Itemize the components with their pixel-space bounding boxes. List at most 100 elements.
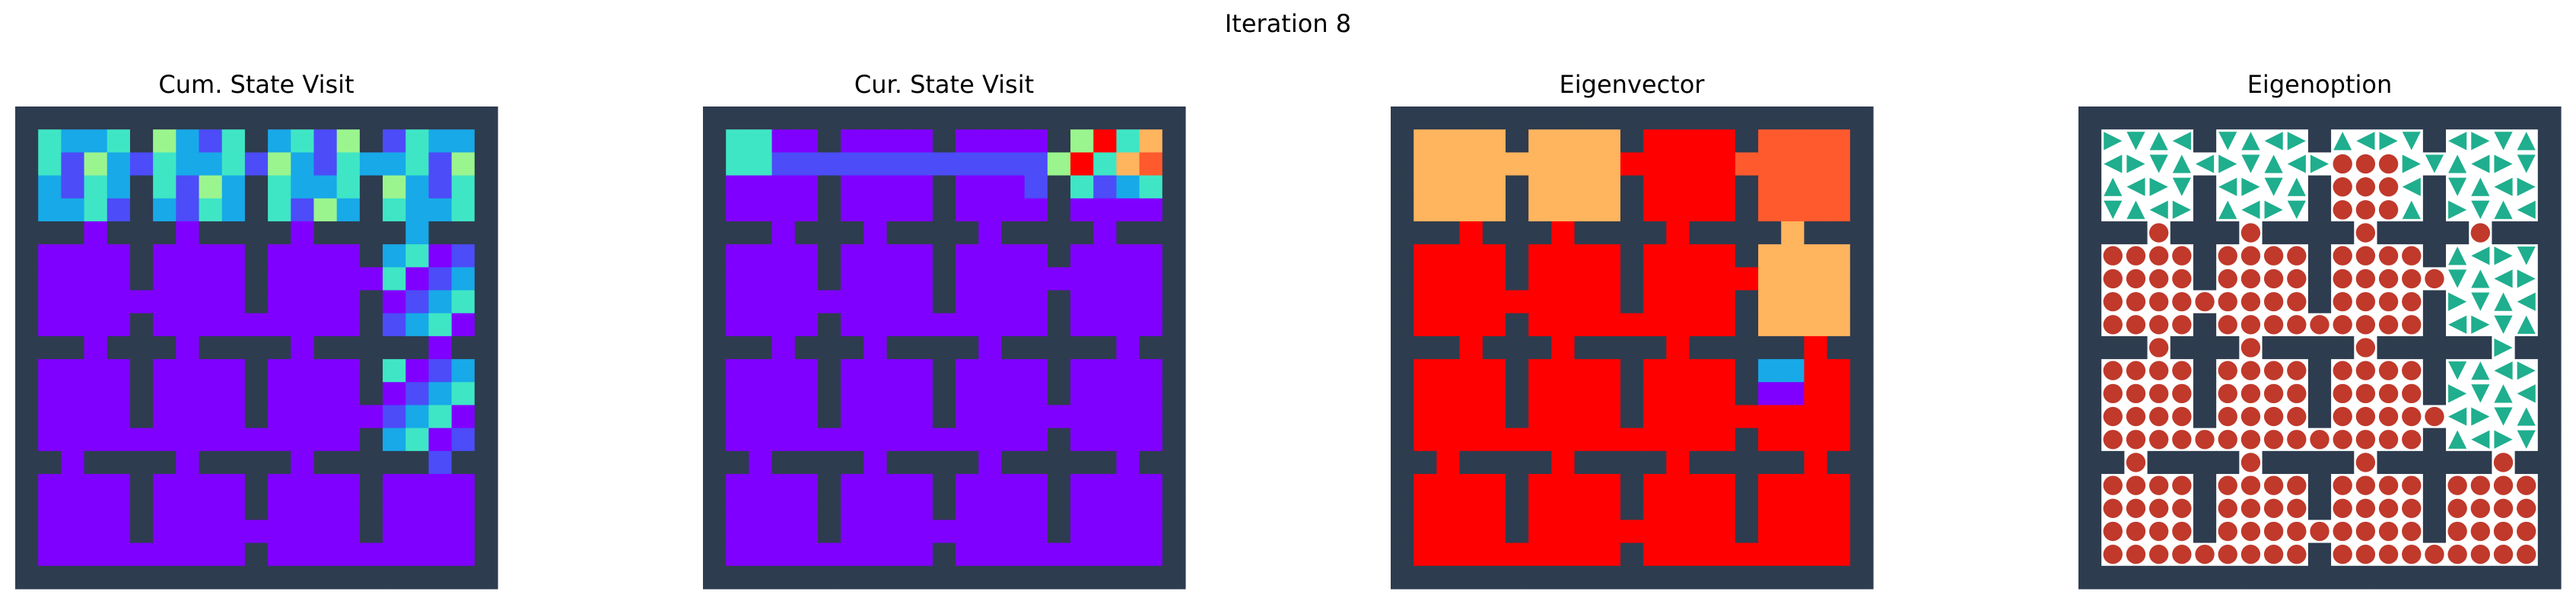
cum-visit-cell bbox=[313, 198, 338, 222]
eigenvector-cell bbox=[1574, 428, 1598, 452]
cur-visit-cell bbox=[1001, 497, 1026, 521]
cum-visit-cell bbox=[38, 497, 62, 521]
cur-visit-cell bbox=[794, 244, 819, 268]
wall-cell bbox=[244, 474, 269, 498]
terminal-dot-icon bbox=[2218, 291, 2237, 312]
eigenvector-cell bbox=[1666, 244, 1690, 268]
cur-visit-cell bbox=[1001, 520, 1026, 544]
cur-visit-cell bbox=[863, 359, 888, 383]
heatmap-cum-state-visit bbox=[15, 106, 498, 590]
wall-cell bbox=[2307, 106, 2332, 130]
cur-visit-cell bbox=[771, 428, 796, 452]
policy-arrow-icon bbox=[2172, 177, 2191, 196]
wall-cell bbox=[1047, 497, 1071, 521]
terminal-dot-icon bbox=[2470, 521, 2491, 542]
wall-cell bbox=[474, 359, 498, 383]
cum-visit-cell bbox=[107, 152, 131, 176]
eigenvector-cell bbox=[1781, 405, 1805, 429]
policy-arrow-icon bbox=[2448, 154, 2467, 173]
wall-cell bbox=[359, 335, 383, 360]
wall-cell bbox=[1620, 497, 1644, 521]
cur-visit-cell bbox=[863, 267, 888, 291]
cur-visit-cell bbox=[1093, 152, 1118, 176]
eigenvector-cell bbox=[1414, 290, 1437, 314]
cur-visit-cell bbox=[886, 198, 911, 222]
wall-cell bbox=[1391, 428, 1414, 452]
cum-visit-cell bbox=[84, 290, 108, 314]
cur-visit-cell bbox=[1139, 152, 1163, 176]
eigenvector-cell bbox=[1414, 520, 1437, 544]
cum-visit-cell bbox=[428, 359, 453, 383]
eigenvector-cell bbox=[1781, 152, 1805, 176]
cum-visit-cell bbox=[199, 244, 223, 268]
wall-cell bbox=[703, 244, 727, 268]
terminal-dot-icon bbox=[2378, 430, 2399, 450]
wall-cell bbox=[1024, 450, 1048, 475]
terminal-dot-icon bbox=[2148, 430, 2169, 450]
wall-cell bbox=[474, 428, 498, 452]
cur-visit-cell bbox=[771, 175, 796, 199]
wall-cell bbox=[932, 267, 956, 291]
wall-cell bbox=[1505, 335, 1529, 360]
wall-cell bbox=[2422, 359, 2447, 383]
wall-cell bbox=[291, 565, 315, 590]
wall-cell bbox=[451, 565, 475, 590]
terminal-dot-icon bbox=[2493, 453, 2514, 472]
policy-arrow-icon bbox=[2104, 200, 2123, 219]
eigenvector-cell bbox=[1712, 129, 1736, 153]
cur-visit-cell bbox=[932, 152, 956, 176]
wall-cell bbox=[1139, 335, 1163, 360]
cur-visit-cell bbox=[771, 405, 796, 429]
cum-visit-cell bbox=[199, 474, 223, 498]
cur-visit-cell bbox=[1001, 313, 1026, 337]
wall-cell bbox=[1162, 175, 1186, 199]
cum-visit-cell bbox=[313, 382, 338, 406]
wall-cell bbox=[2377, 565, 2401, 590]
policy-arrow-icon bbox=[2448, 430, 2467, 449]
terminal-dot-icon bbox=[2493, 545, 2514, 564]
wall-cell bbox=[2469, 450, 2493, 475]
wall-cell bbox=[359, 497, 383, 521]
cum-visit-cell bbox=[428, 290, 453, 314]
wall-cell bbox=[2193, 474, 2217, 498]
cur-visit-cell bbox=[817, 290, 841, 314]
cum-visit-cell bbox=[107, 520, 131, 544]
wall-cell bbox=[15, 152, 39, 176]
wall-cell bbox=[1735, 450, 1759, 475]
cur-visit-cell bbox=[771, 152, 796, 176]
policy-arrow-icon bbox=[2494, 338, 2513, 358]
cur-visit-cell bbox=[1001, 359, 1026, 383]
cur-visit-cell bbox=[1070, 542, 1094, 567]
cum-visit-cell bbox=[383, 313, 406, 337]
wall-cell bbox=[863, 565, 888, 590]
wall-cell bbox=[1849, 106, 1874, 130]
eigenvector-cell bbox=[1689, 382, 1713, 406]
policy-arrow-icon bbox=[2494, 246, 2513, 265]
terminal-dot-icon bbox=[2355, 223, 2376, 243]
wall-cell bbox=[932, 474, 956, 498]
cum-visit-cell bbox=[336, 290, 361, 314]
cum-visit-cell bbox=[428, 175, 453, 199]
terminal-dot-icon bbox=[2240, 246, 2261, 265]
eigenvector-cell bbox=[1436, 267, 1461, 291]
eigenvector-cell bbox=[1551, 198, 1576, 222]
wall-cell bbox=[474, 198, 498, 222]
terminal-dot-icon bbox=[2402, 406, 2422, 427]
eigenvector-cell bbox=[1643, 428, 1667, 452]
cur-visit-cell bbox=[886, 129, 911, 153]
cur-visit-cell bbox=[1093, 244, 1118, 268]
wall-cell bbox=[817, 520, 841, 544]
wall-cell bbox=[15, 198, 39, 222]
wall-cell bbox=[15, 175, 39, 199]
policy-arrow-icon bbox=[2471, 407, 2490, 426]
wall-cell bbox=[1735, 221, 1759, 245]
wall-cell bbox=[2078, 542, 2102, 567]
cur-visit-cell bbox=[978, 382, 1003, 406]
cur-visit-cell bbox=[1024, 290, 1048, 314]
cur-visit-cell bbox=[978, 152, 1003, 176]
cur-visit-cell bbox=[956, 428, 979, 452]
cur-visit-cell bbox=[1139, 129, 1163, 153]
terminal-dot-icon bbox=[2240, 383, 2261, 404]
policy-arrow-icon bbox=[2402, 132, 2421, 151]
cum-visit-cell bbox=[291, 290, 315, 314]
